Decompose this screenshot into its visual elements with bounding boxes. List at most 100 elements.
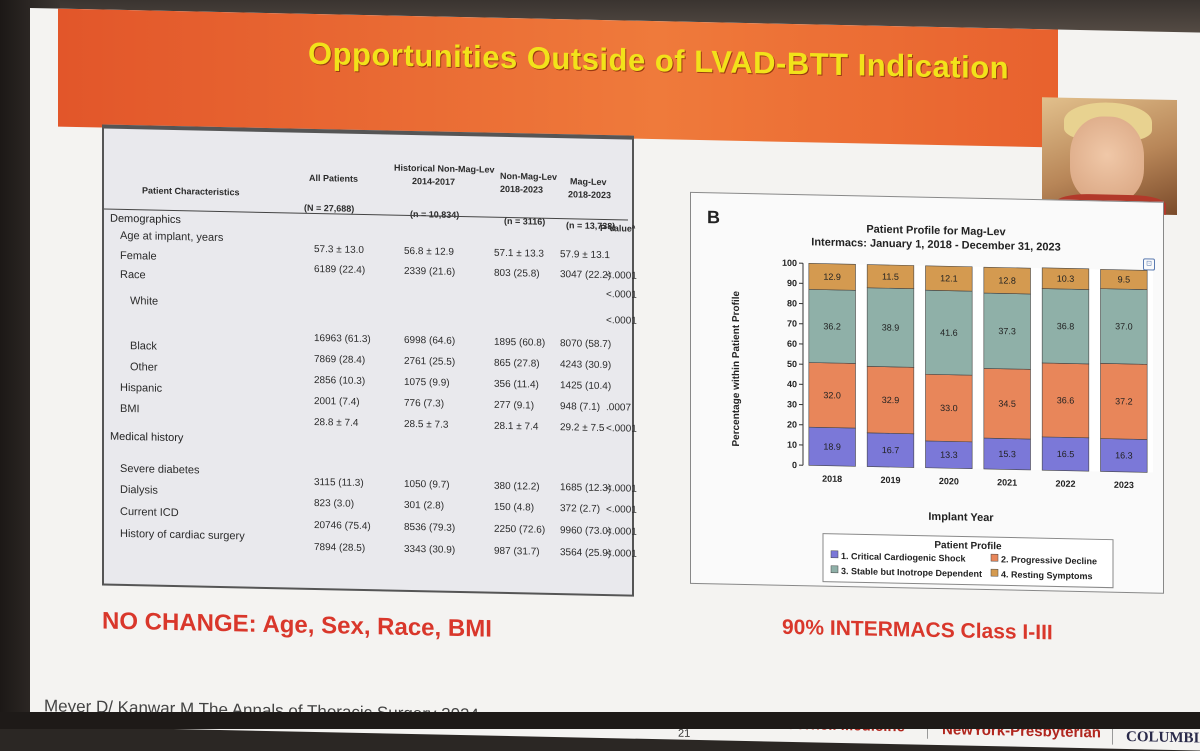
header-all-patients: All Patients bbox=[309, 173, 358, 184]
row-label: White bbox=[130, 295, 158, 308]
stacked-bar-chart: Patient Profile for Mag-Lev Intermacs: J… bbox=[691, 193, 1163, 593]
row-label: BMI bbox=[120, 403, 140, 415]
table-cell-hist: 8536 (79.3) bbox=[404, 522, 455, 534]
legend-label: 2. Progressive Decline bbox=[1001, 554, 1097, 566]
table-cell-hist: 3343 (30.9) bbox=[404, 544, 455, 556]
table-cell-non: 57.1 ± 13.3 bbox=[494, 248, 544, 260]
table-cell-non: 1895 (60.8) bbox=[494, 337, 545, 349]
header-maglev: Mag-Lev bbox=[570, 176, 607, 187]
table-cell-p: <.0001 bbox=[606, 270, 637, 282]
table-cell-hist: 1050 (9.7) bbox=[404, 479, 450, 491]
table-cell-mag: 948 (7.1) bbox=[560, 401, 600, 413]
row-label: Severe diabetes bbox=[120, 463, 200, 477]
data-label: 16.3 bbox=[1115, 450, 1133, 460]
data-label: 37.0 bbox=[1115, 321, 1133, 331]
legend-swatch bbox=[991, 569, 998, 576]
data-label: 15.3 bbox=[998, 449, 1016, 459]
y-tick-label: 70 bbox=[787, 318, 797, 328]
table-cell-hist: 776 (7.3) bbox=[404, 398, 444, 410]
row-label: Black bbox=[130, 340, 157, 353]
y-tick-label: 50 bbox=[787, 359, 797, 369]
y-tick-label: 60 bbox=[787, 339, 797, 349]
table-cell-p: <.0001 bbox=[606, 289, 637, 301]
table-cell-hist: 6998 (64.6) bbox=[404, 335, 455, 347]
table-cell-non: 2250 (72.6) bbox=[494, 524, 545, 536]
header-historical: Historical Non-Mag-Lev bbox=[394, 163, 495, 175]
legend-swatch bbox=[831, 551, 838, 558]
row-label: Current ICD bbox=[120, 506, 179, 519]
table-cell-mag: 1685 (12.3) bbox=[560, 482, 611, 494]
table-cell-p: <.0001 bbox=[606, 504, 637, 516]
x-tick-label: 2018 bbox=[822, 474, 842, 484]
row-label: Race bbox=[120, 269, 146, 282]
table-cell-mag: 57.9 ± 13.1 bbox=[560, 249, 610, 261]
patient-characteristics-table: Patient Characteristics All Patients (N … bbox=[102, 125, 634, 597]
page-number: 21 bbox=[678, 728, 690, 740]
table-cell-all: 28.8 ± 7.4 bbox=[314, 417, 358, 429]
data-label: 12.8 bbox=[998, 275, 1016, 285]
legend-swatch bbox=[991, 554, 998, 561]
x-tick-label: 2020 bbox=[939, 476, 959, 486]
data-label: 13.3 bbox=[940, 450, 958, 460]
table-cell-non: 356 (11.4) bbox=[494, 379, 539, 391]
table-cell-non: 987 (31.7) bbox=[494, 546, 540, 558]
row-label: History of cardiac surgery bbox=[120, 528, 245, 543]
row-label: Other bbox=[130, 361, 158, 374]
data-label: 9.5 bbox=[1118, 274, 1131, 284]
y-tick-label: 100 bbox=[782, 258, 797, 268]
table-cell-all: 6189 (22.4) bbox=[314, 264, 365, 276]
table-cell-hist: 301 (2.8) bbox=[404, 500, 444, 512]
table-cell-mag: 8070 (58.7) bbox=[560, 338, 611, 350]
y-tick-label: 20 bbox=[787, 419, 797, 429]
table-cell-p: <.0001 bbox=[606, 526, 637, 538]
table-cell-all: 57.3 ± 13.0 bbox=[314, 244, 364, 256]
data-label: 33.0 bbox=[940, 403, 958, 413]
legend-title: Patient Profile bbox=[934, 540, 1002, 552]
data-label: 37.2 bbox=[1115, 396, 1133, 406]
table-cell-hist: 2339 (21.6) bbox=[404, 266, 455, 278]
header-nonmaglev-years: 2018-2023 bbox=[500, 184, 543, 195]
table-cell-hist: 2761 (25.5) bbox=[404, 356, 455, 368]
data-label: 41.6 bbox=[940, 328, 958, 338]
table-cell-all: 7869 (28.4) bbox=[314, 354, 365, 366]
table-cell-p: <.0001 bbox=[606, 315, 637, 327]
table-cell-mag: 1425 (10.4) bbox=[560, 380, 611, 392]
header-historical-years: 2014-2017 bbox=[412, 176, 455, 187]
data-label: 18.9 bbox=[823, 442, 841, 452]
photo-face bbox=[1070, 116, 1144, 204]
legend-label: 4. Resting Symptoms bbox=[1001, 569, 1093, 581]
table-cell-mag: 3564 (25.9) bbox=[560, 547, 611, 559]
slide-title: Opportunities Outside of LVAD-BTT Indica… bbox=[308, 36, 1009, 87]
table-cell-non: 28.1 ± 7.4 bbox=[494, 421, 538, 433]
row-label: Hispanic bbox=[120, 382, 162, 395]
table-cell-non: 277 (9.1) bbox=[494, 400, 534, 412]
table-cell-non: 150 (4.8) bbox=[494, 502, 534, 514]
data-label: 38.9 bbox=[882, 322, 900, 332]
data-label: 34.5 bbox=[998, 399, 1016, 409]
table-cell-p: <.0001 bbox=[606, 483, 637, 495]
table-cell-all: 823 (3.0) bbox=[314, 498, 354, 510]
y-tick-label: 30 bbox=[787, 399, 797, 409]
table-cell-mag: 4243 (30.9) bbox=[560, 359, 611, 371]
table-cell-non: 380 (12.2) bbox=[494, 481, 540, 493]
child-photo bbox=[1042, 97, 1177, 215]
y-tick-label: 10 bbox=[787, 440, 797, 450]
table-cell-hist: 1075 (9.9) bbox=[404, 377, 450, 389]
section-medical-history: Medical history bbox=[110, 431, 183, 445]
table-cell-all: 16963 (61.3) bbox=[314, 333, 371, 345]
table-cell-hist: 56.8 ± 12.9 bbox=[404, 246, 454, 258]
header-rule bbox=[104, 209, 628, 221]
table-cell-all: 20746 (75.4) bbox=[314, 520, 371, 532]
data-label: 16.7 bbox=[882, 445, 900, 455]
table-cell-all: 7894 (28.5) bbox=[314, 542, 365, 554]
data-label: 11.5 bbox=[882, 271, 899, 281]
projection-screen: Opportunities Outside of LVAD-BTT Indica… bbox=[30, 8, 1200, 751]
data-label: 32.0 bbox=[823, 390, 841, 400]
room-floor bbox=[0, 712, 1200, 729]
data-label: 12.9 bbox=[823, 272, 841, 282]
section-demographics: Demographics bbox=[110, 213, 181, 226]
logo-columbia: COLUMBIA bbox=[1126, 729, 1200, 748]
y-tick-label: 90 bbox=[787, 278, 797, 288]
table-cell-p: .0007 bbox=[606, 402, 631, 414]
row-label: Female bbox=[120, 250, 157, 263]
